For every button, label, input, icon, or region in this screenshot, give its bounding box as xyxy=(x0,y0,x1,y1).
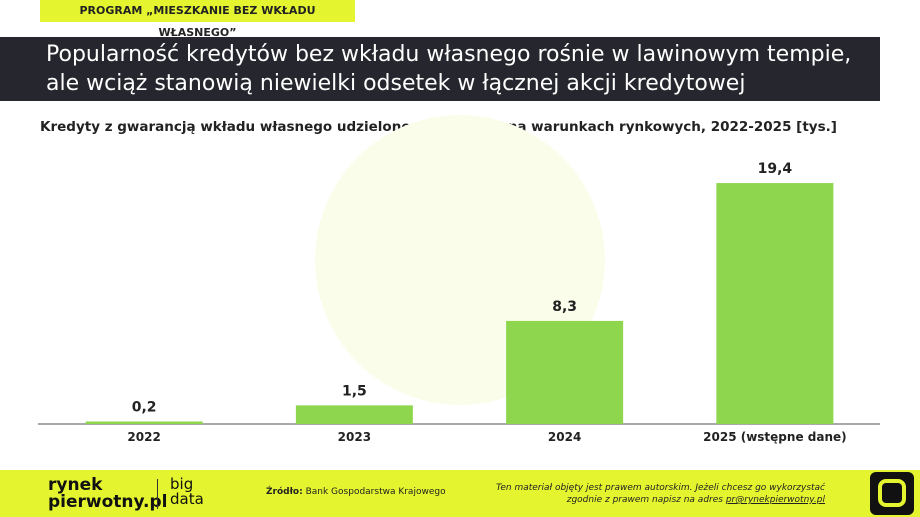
copyright: Ten materiał objęty jest prawem autorski… xyxy=(470,482,825,506)
logo-line: pierwotny.pl xyxy=(48,492,168,512)
bar xyxy=(506,320,624,424)
bar xyxy=(716,183,834,424)
source: Źródło: Bank Gospodarstwa Krajowego xyxy=(266,487,446,497)
source-label: Źródło: xyxy=(266,487,303,497)
brand-line: big xyxy=(170,475,194,493)
brand: big data xyxy=(170,477,204,507)
x-tick-label: 2022 xyxy=(127,430,160,444)
x-tick-label: 2023 xyxy=(338,430,371,444)
title-band xyxy=(0,37,880,101)
chart: 2022 0,2 2023 1,5 2024 8,3 2025 (wstępne dane)… xyxy=(38,115,880,444)
bar xyxy=(295,405,413,424)
separator xyxy=(157,479,158,509)
value-label: 19,4 xyxy=(758,161,793,177)
source-text: Bank Gospodarstwa Krajowego xyxy=(305,487,446,497)
logo: rynek pierwotny.pl xyxy=(48,477,168,511)
value-label: 8,3 xyxy=(552,299,577,315)
logo-line: rynek xyxy=(48,475,103,495)
logo-icon xyxy=(870,472,914,515)
x-tick-label: 2025 (wstępne dane) xyxy=(703,430,846,444)
program-tag: PROGRAM „MIESZKANIE BEZ WKŁADU WŁASNEGO” xyxy=(40,0,355,39)
footer-band xyxy=(0,470,920,517)
value-label: 1,5 xyxy=(342,383,367,399)
bar xyxy=(85,421,203,424)
copyright-text: Ten materiał objęty jest prawem autorski… xyxy=(495,483,825,505)
value-label: 0,2 xyxy=(132,400,157,416)
email-link[interactable]: pr@rynekpierwotny.pl xyxy=(725,495,825,505)
brand-line: data xyxy=(170,490,204,508)
slide-title: Popularność kredytów bez wkładu własnego… xyxy=(46,42,852,96)
x-tick-label: 2024 xyxy=(548,430,581,444)
